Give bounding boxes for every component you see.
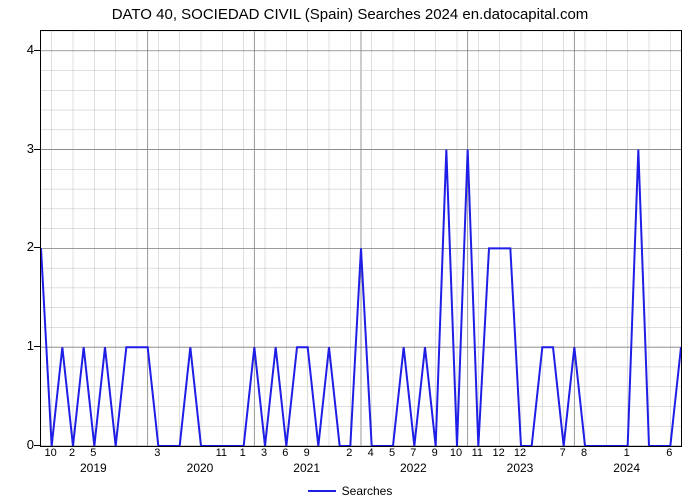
- x-minor-label: 12: [510, 447, 530, 459]
- x-year-label: 2022: [388, 461, 438, 475]
- x-minor-label: 9: [297, 447, 317, 459]
- x-minor-label: 6: [659, 447, 679, 459]
- x-minor-label: 12: [489, 447, 509, 459]
- y-tick-label: 2: [0, 239, 34, 254]
- x-minor-label: 2: [62, 447, 82, 459]
- x-minor-label: 11: [211, 447, 231, 459]
- x-minor-label: 1: [233, 447, 253, 459]
- x-year-label: 2023: [495, 461, 545, 475]
- x-minor-label: 5: [83, 447, 103, 459]
- x-minor-label: 4: [361, 447, 381, 459]
- x-minor-label: 3: [147, 447, 167, 459]
- x-minor-label: 7: [403, 447, 423, 459]
- x-year-label: 2024: [602, 461, 652, 475]
- legend-label: Searches: [342, 484, 393, 498]
- x-minor-label: 1: [617, 447, 637, 459]
- x-year-label: 2019: [68, 461, 118, 475]
- legend-swatch: [308, 490, 336, 492]
- x-minor-label: 5: [382, 447, 402, 459]
- x-minor-label: 7: [553, 447, 573, 459]
- y-tick-label: 3: [0, 141, 34, 156]
- y-tick-label: 1: [0, 338, 34, 353]
- legend-item-searches: Searches: [308, 484, 393, 498]
- y-tick-label: 4: [0, 42, 34, 57]
- x-minor-label: 3: [254, 447, 274, 459]
- x-minor-label: 2: [339, 447, 359, 459]
- x-minor-label: 6: [275, 447, 295, 459]
- x-minor-label: 10: [41, 447, 61, 459]
- legend: Searches: [0, 479, 700, 498]
- x-minor-label: 9: [425, 447, 445, 459]
- series-line: [41, 31, 681, 446]
- chart-title: DATO 40, SOCIEDAD CIVIL (Spain) Searches…: [0, 6, 700, 23]
- x-minor-label: 11: [467, 447, 487, 459]
- x-minor-label: 8: [574, 447, 594, 459]
- y-tick-label: 0: [0, 437, 34, 452]
- x-year-label: 2021: [282, 461, 332, 475]
- x-minor-label: 10: [446, 447, 466, 459]
- plot-area: [40, 30, 682, 447]
- chart-container: DATO 40, SOCIEDAD CIVIL (Spain) Searches…: [0, 0, 700, 500]
- x-year-label: 2020: [175, 461, 225, 475]
